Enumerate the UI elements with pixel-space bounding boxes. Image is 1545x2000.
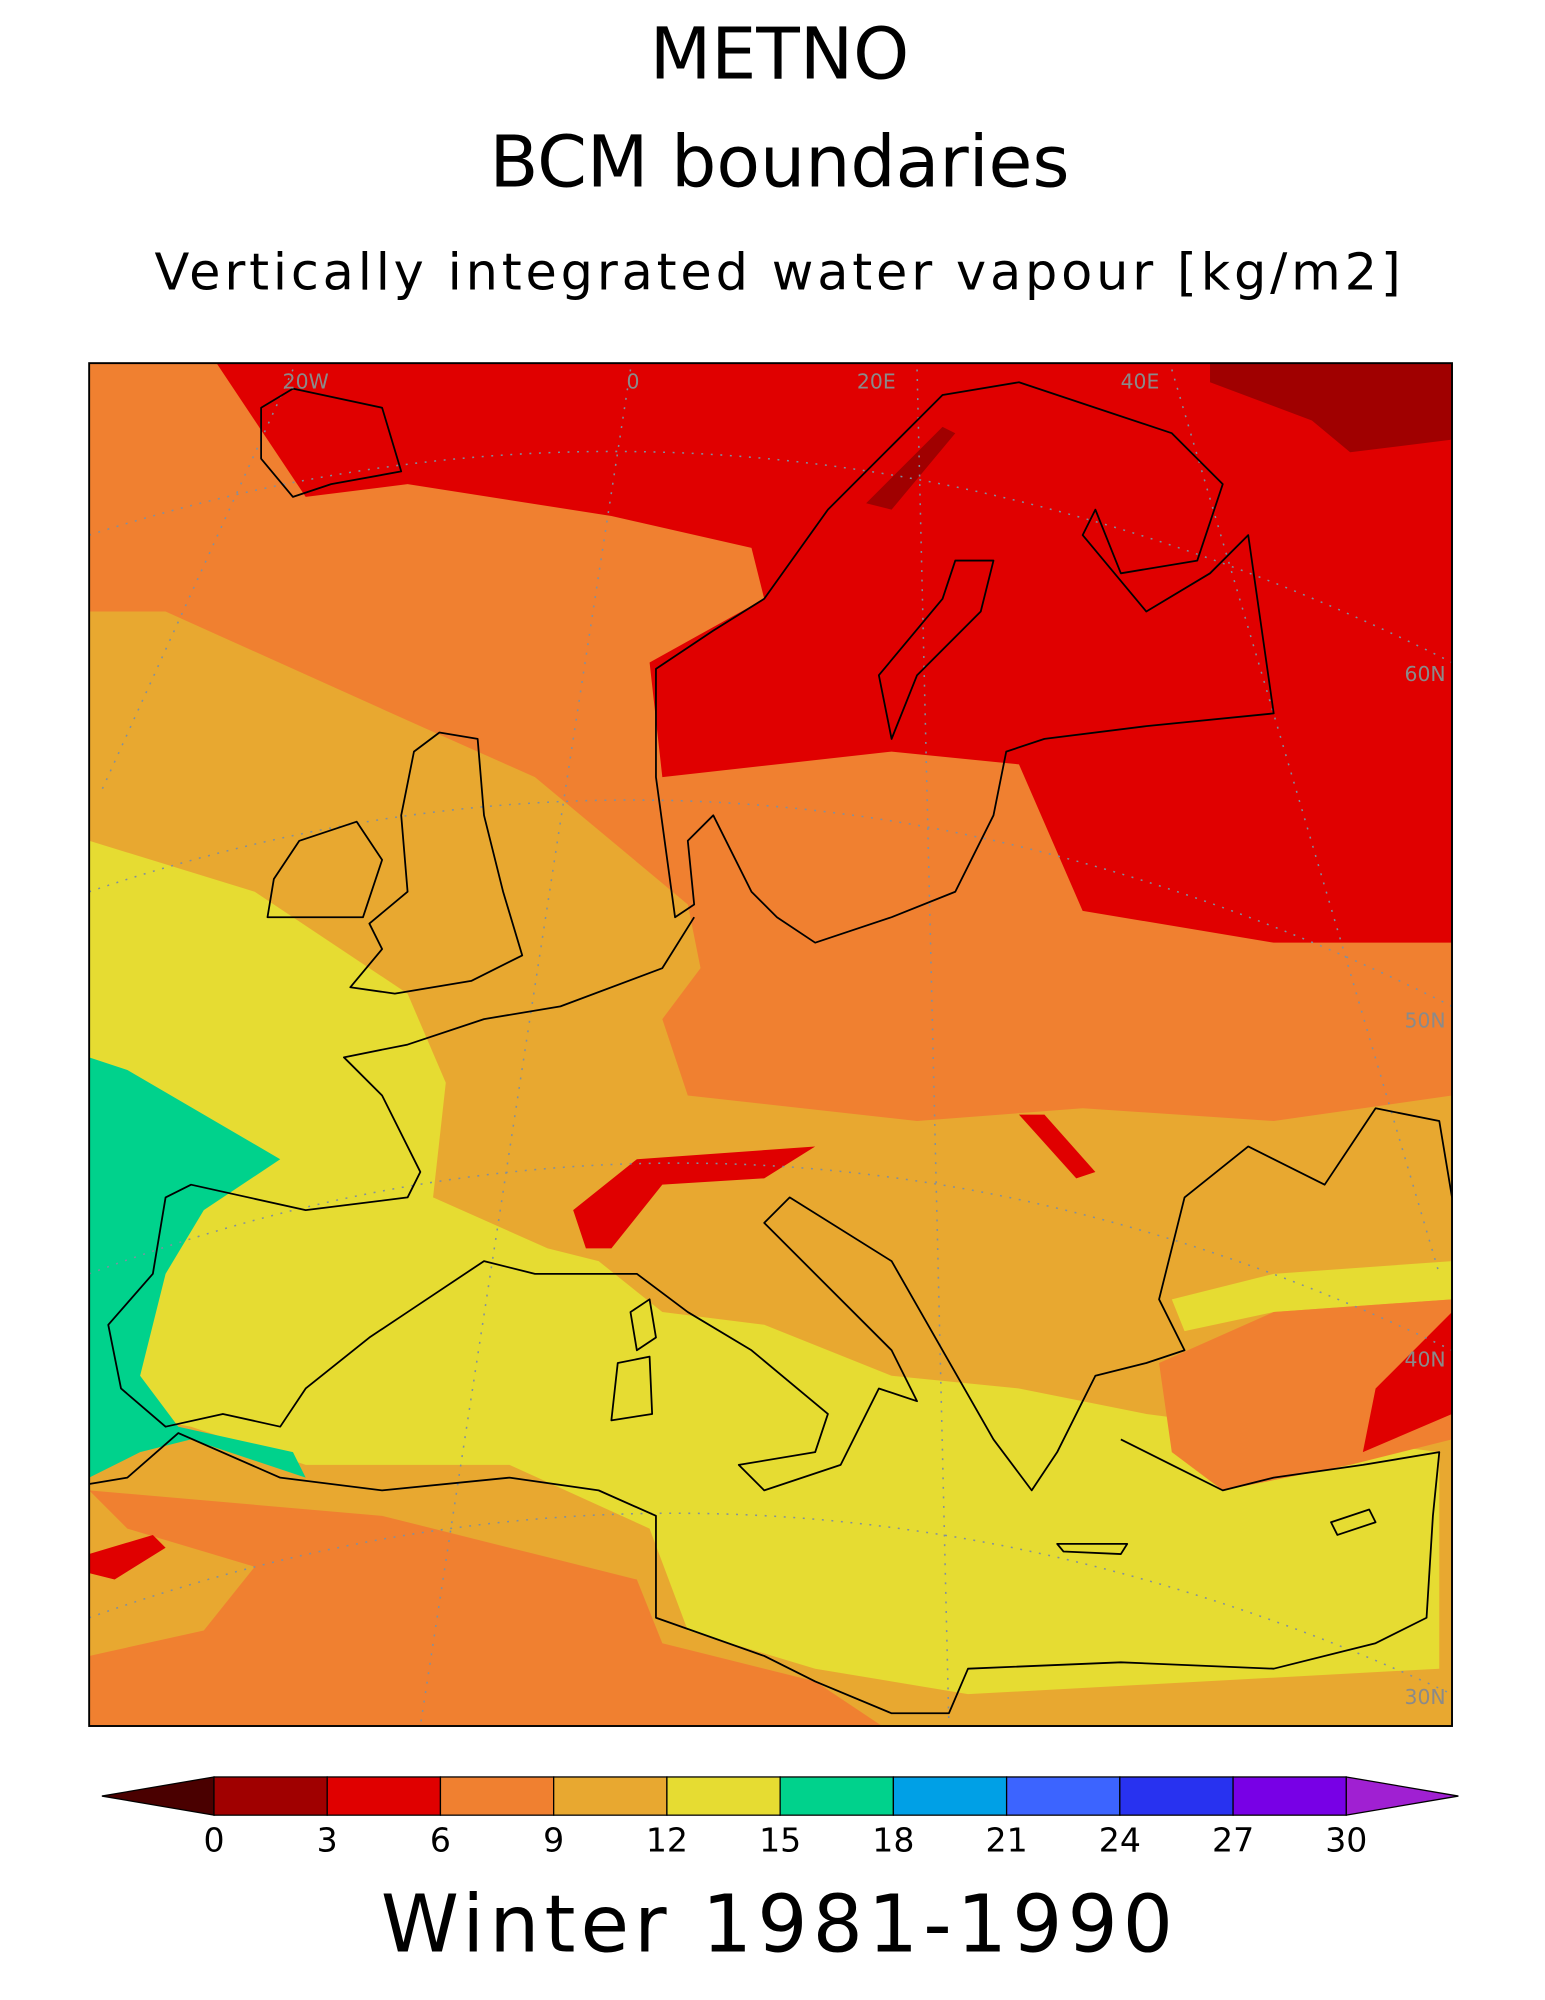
colorbar-tick-label: 30 [1325, 1820, 1367, 1859]
lat-label: 40N [1405, 1347, 1446, 1371]
colorbar-tick-label: 0 [203, 1820, 224, 1859]
colorbar-box [213, 1776, 328, 1816]
field [1362, 1312, 1453, 1453]
colorbar-under [101, 1776, 215, 1816]
colorbar-box [439, 1776, 555, 1816]
colorbar-tick-label: 3 [317, 1820, 338, 1859]
colorbar-tick-label: 6 [430, 1820, 451, 1859]
field [1171, 1261, 1453, 1332]
map [89, 363, 1453, 1727]
colorbar-box [779, 1776, 895, 1816]
field [89, 1490, 883, 1727]
field [89, 1534, 166, 1580]
colorbar-box [553, 1776, 668, 1816]
lat-label: 60N [1405, 662, 1446, 686]
field [1210, 363, 1453, 453]
colorbar-tick-label: 27 [1212, 1820, 1254, 1859]
lat-label: 50N [1405, 1009, 1446, 1033]
map-frame [88, 362, 1453, 1727]
colorbar-box [1005, 1776, 1121, 1816]
field [866, 426, 956, 510]
colorbar-tick-label: 24 [1099, 1820, 1141, 1859]
field [89, 1057, 306, 1478]
colorbar-tick-label: 9 [543, 1820, 564, 1859]
field [216, 363, 1453, 943]
colorbar-tick-label: 18 [872, 1820, 914, 1859]
lon-label: 0 [627, 369, 640, 393]
field [1018, 1114, 1096, 1179]
field [89, 840, 1440, 1695]
title: METNO [650, 12, 910, 95]
lon-label: 20W [283, 369, 329, 393]
colorbar-box [666, 1776, 781, 1816]
lon-label: 20E [857, 369, 896, 393]
colorbar: 0 3 6 9 12 15 18 21 24 27 30 [101, 1776, 1459, 1859]
colorbar-box [326, 1776, 442, 1816]
variable-label: Vertically integrated water vapour [kg/m… [154, 243, 1404, 302]
colorbar-tick-label: 21 [986, 1820, 1028, 1859]
colorbar-tick-label: 12 [646, 1820, 688, 1859]
colorbar-box [1119, 1776, 1234, 1816]
subtitle: BCM boundaries [489, 121, 1069, 204]
lon-label: 40E [1121, 369, 1160, 393]
field [573, 1146, 816, 1249]
colorbar-tick-label: 15 [759, 1820, 801, 1859]
colorbar-over [1345, 1776, 1459, 1816]
colorbar-box [1232, 1776, 1347, 1816]
lat-label: 30N [1405, 1685, 1446, 1709]
footer: Winter 1981-1990 [381, 1878, 1178, 1970]
colorbar-box [892, 1776, 1008, 1816]
